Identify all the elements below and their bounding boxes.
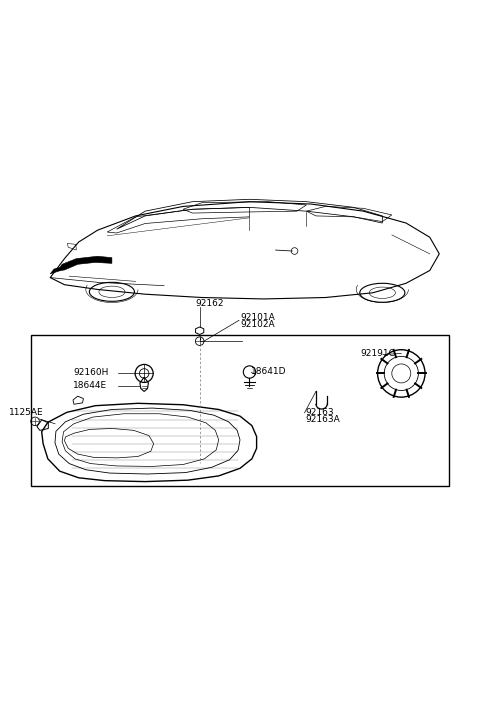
Text: 18641D: 18641D: [252, 367, 287, 376]
Text: 92101A: 92101A: [240, 313, 275, 322]
Text: 18644E: 18644E: [73, 381, 107, 390]
Bar: [31, 334, 449, 486]
Text: 92163: 92163: [305, 409, 334, 417]
Text: 92191C: 92191C: [360, 349, 395, 358]
Text: 1125AE: 1125AE: [9, 408, 43, 417]
Text: 92162: 92162: [195, 299, 223, 308]
Text: 92163A: 92163A: [305, 415, 340, 424]
Polygon shape: [50, 267, 60, 274]
Polygon shape: [57, 256, 112, 271]
Text: 92102A: 92102A: [240, 320, 275, 329]
Text: 92160H: 92160H: [73, 368, 108, 377]
